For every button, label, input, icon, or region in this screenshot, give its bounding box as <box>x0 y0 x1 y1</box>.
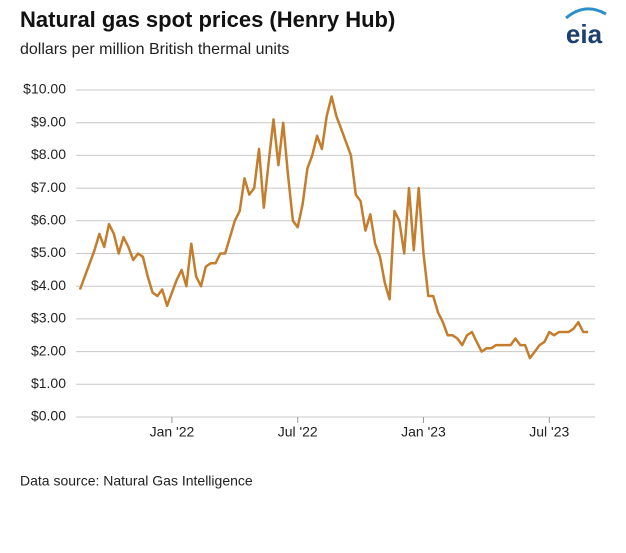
y-tick-label: $3.00 <box>31 310 66 326</box>
x-tick-label: Jan '22 <box>150 424 195 440</box>
logo: eia <box>566 19 603 49</box>
y-tick-label: $1.00 <box>31 375 66 391</box>
y-tick-label: $10.00 <box>23 81 66 97</box>
y-tick-label: $5.00 <box>31 244 66 260</box>
logo-swoosh <box>565 7 607 20</box>
y-tick-label: $7.00 <box>31 179 66 195</box>
y-tick-label: $4.00 <box>31 277 66 293</box>
y-tick-label: $6.00 <box>31 212 66 228</box>
x-tick-label: Jan '23 <box>401 424 446 440</box>
y-tick-label: $9.00 <box>31 113 66 129</box>
chart-title: Natural gas spot prices (Henry Hub) <box>20 7 395 32</box>
source-note: Data source: Natural Gas Intelligence <box>20 473 253 489</box>
chart-subtitle: dollars per million British thermal unit… <box>20 41 289 58</box>
y-tick-label: $8.00 <box>31 146 66 162</box>
x-tick-label: Jul '23 <box>529 424 569 440</box>
price-line <box>78 95 588 360</box>
x-tick-label: Jul '22 <box>278 424 318 440</box>
y-tick-label: $0.00 <box>31 408 66 424</box>
y-tick-label: $2.00 <box>31 342 66 358</box>
